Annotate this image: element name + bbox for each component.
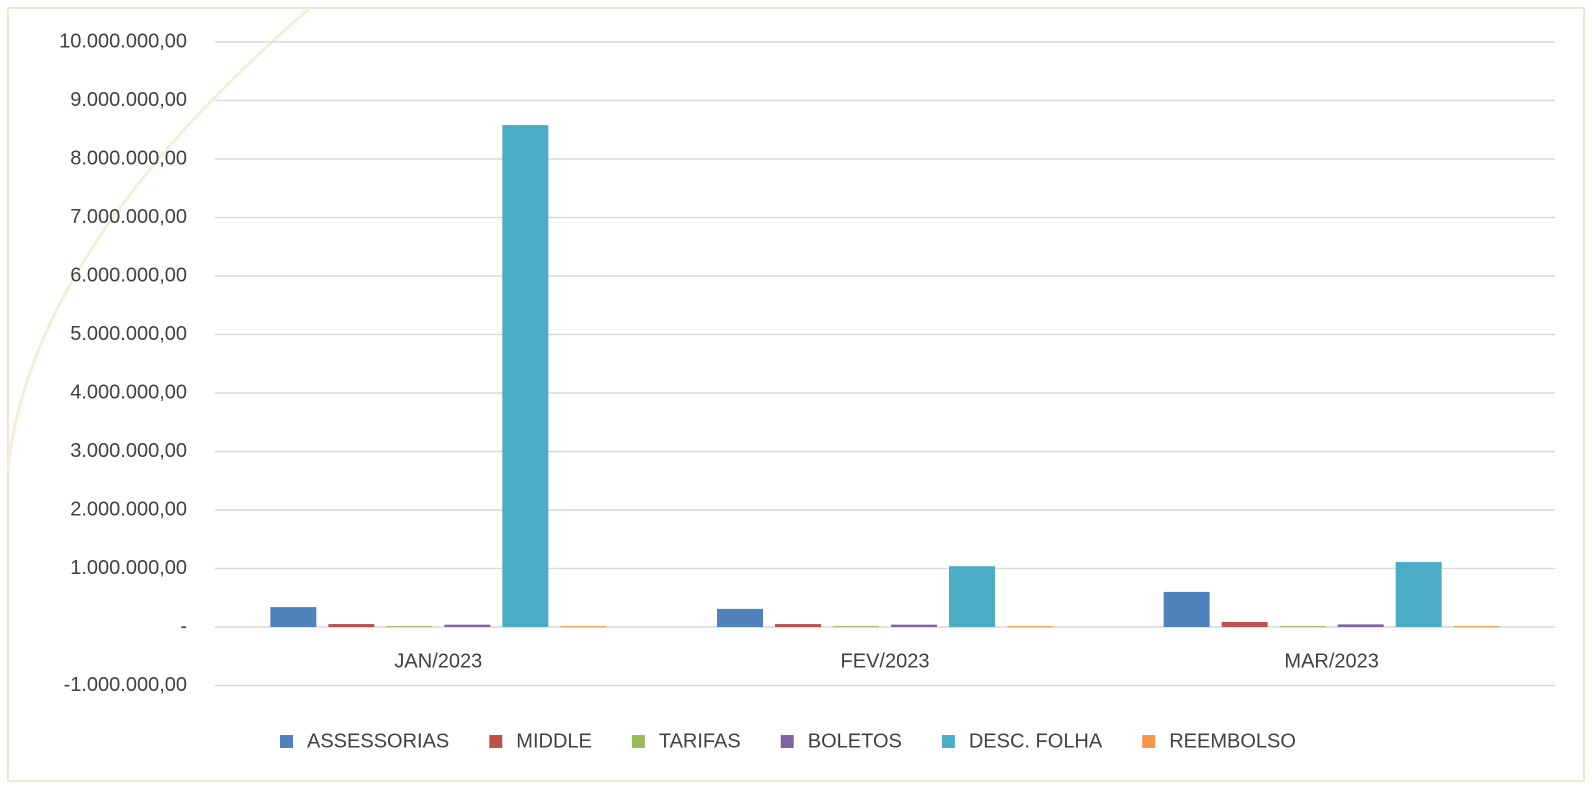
bar — [1337, 624, 1384, 627]
y-tick-label: 10.000.000,00 — [59, 30, 187, 52]
legend-marker — [1142, 735, 1156, 748]
y-tick-label: 9.000.000,00 — [70, 89, 187, 111]
bar — [1395, 562, 1442, 627]
y-tick-label: 5.000.000,00 — [70, 323, 187, 345]
bar — [1279, 626, 1326, 628]
bar — [270, 607, 317, 627]
x-tick-label: JAN/2023 — [394, 650, 482, 672]
x-tick-label: MAR/2023 — [1284, 650, 1379, 672]
bar — [775, 624, 821, 627]
y-tick-label: 8.000.000,00 — [70, 147, 187, 169]
y-tick-label: - — [180, 615, 187, 637]
y-tick-label: 6.000.000,00 — [70, 264, 187, 286]
bar — [502, 125, 549, 627]
bar — [1163, 591, 1210, 627]
legend-label: REEMBOLSO — [1169, 730, 1296, 752]
legend-label: BOLETOS — [808, 730, 902, 752]
bar — [949, 566, 995, 627]
bar — [328, 624, 375, 627]
legend-marker — [941, 735, 955, 748]
y-tick-label: 3.000.000,00 — [70, 440, 187, 462]
y-tick-label: 1.000.000,00 — [70, 557, 187, 579]
bar — [1453, 626, 1500, 628]
y-tick-label: 2.000.000,00 — [70, 498, 187, 520]
legend-label: DESC. FOLHA — [969, 730, 1103, 752]
y-tick-label: 4.000.000,00 — [70, 381, 187, 403]
bar — [717, 608, 763, 627]
x-tick-label: FEV/2023 — [841, 650, 930, 672]
chart-frame — [7, 7, 1585, 782]
bar — [833, 626, 879, 628]
bar — [891, 624, 937, 627]
legend-label: TARIFAS — [659, 730, 741, 752]
y-tick-label: 7.000.000,00 — [70, 206, 187, 228]
legend-marker — [280, 735, 293, 748]
bar — [1221, 622, 1268, 627]
bar — [1007, 626, 1053, 628]
y-tick-label: -1.000.000,00 — [64, 674, 187, 696]
legend-label: ASSESSORIAS — [307, 730, 449, 752]
legend-label: MIDDLE — [516, 730, 592, 752]
legend-marker — [631, 735, 645, 748]
bar — [560, 626, 607, 628]
bar — [386, 626, 433, 628]
decoration — [6, 6, 311, 471]
bar — [444, 624, 491, 627]
legend-marker — [489, 735, 503, 748]
legend-marker — [780, 735, 794, 748]
